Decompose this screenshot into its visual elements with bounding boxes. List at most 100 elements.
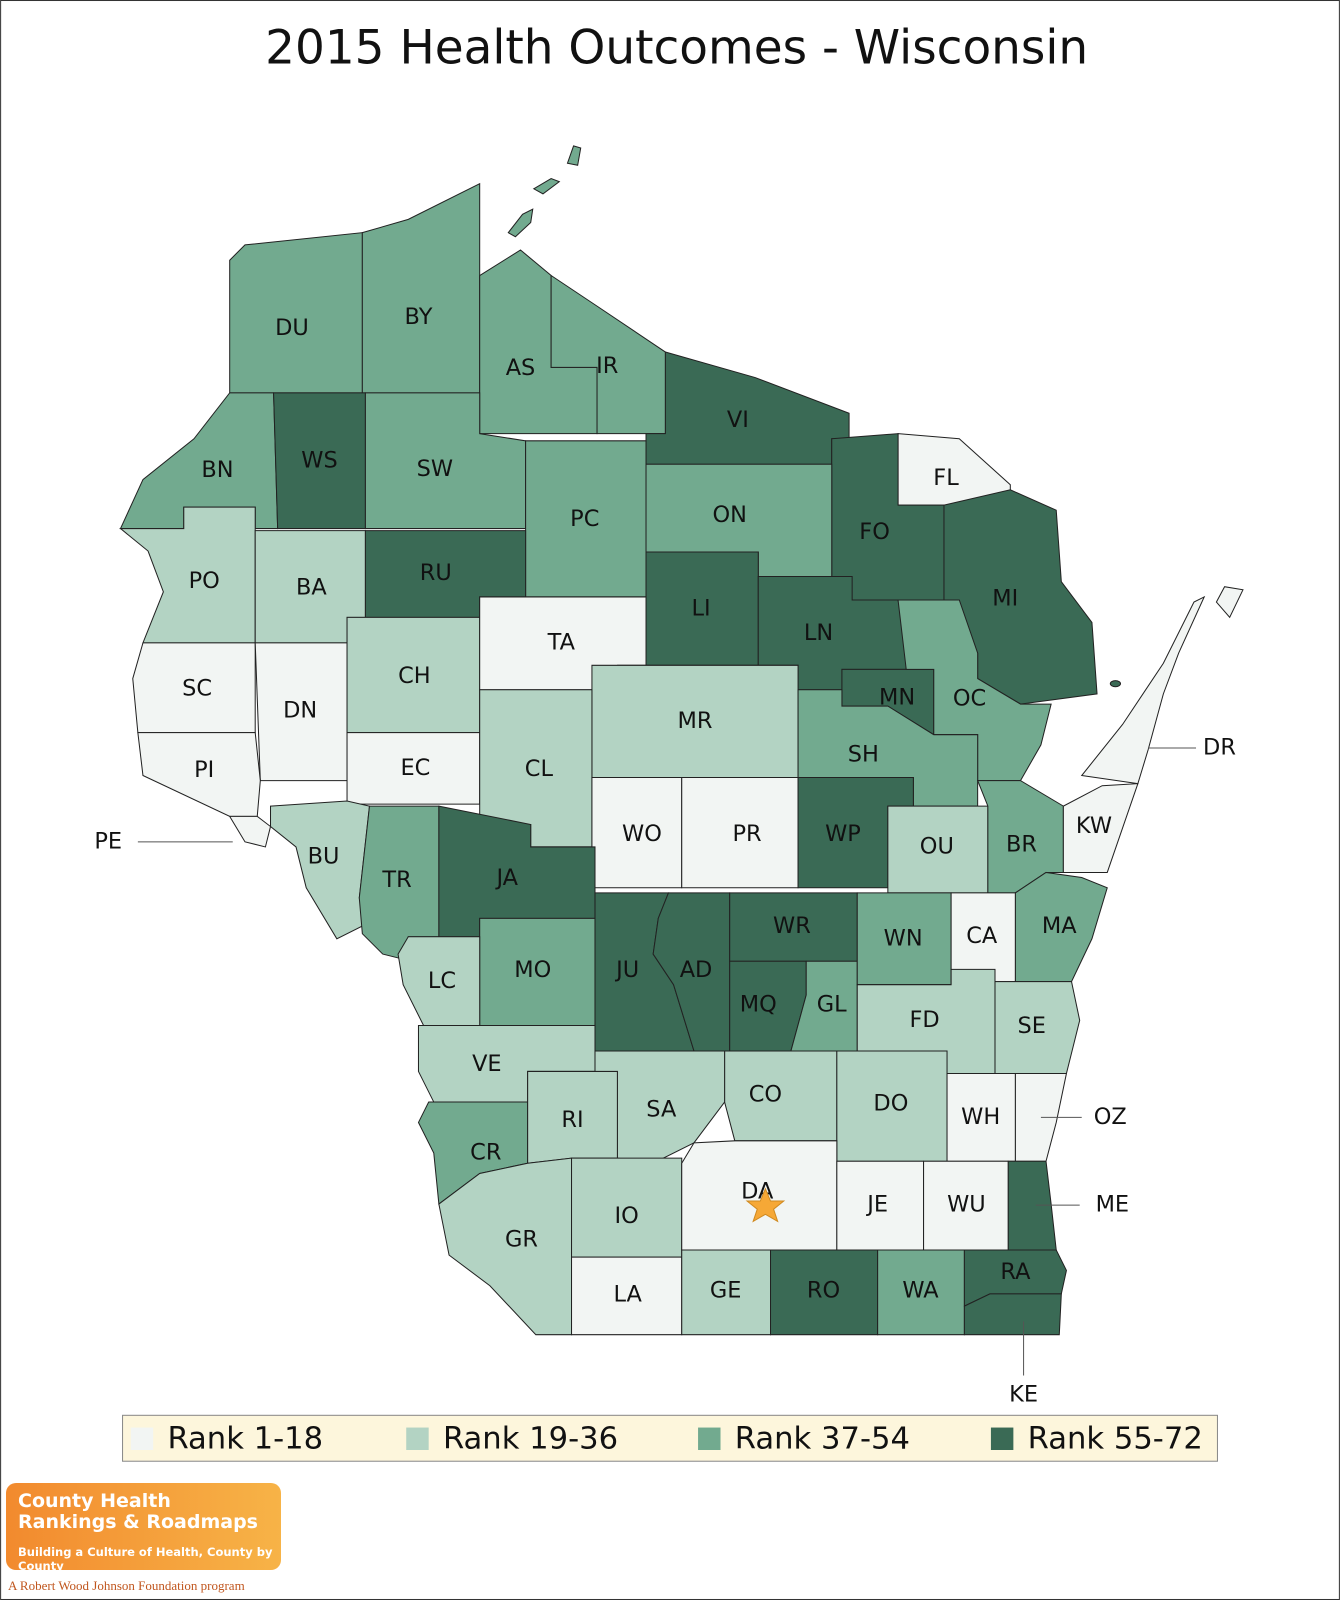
county-label: RU: [420, 560, 452, 586]
county-label: VI: [727, 407, 749, 433]
county-label: WA: [902, 1277, 939, 1303]
logo-line: Rankings & Roadmaps: [18, 1511, 258, 1533]
legend-label: Rank 19-36: [443, 1421, 618, 1456]
county: [897, 599, 1052, 782]
county-label: BA: [296, 574, 327, 600]
county-label: DO: [873, 1091, 908, 1117]
county-label: BN: [201, 457, 233, 483]
county-label: PC: [570, 506, 599, 532]
county-label: SE: [1018, 1013, 1046, 1039]
county-label: SA: [646, 1097, 677, 1123]
counties: [119, 182, 1206, 1336]
island: [1215, 586, 1244, 619]
county-label: RI: [561, 1107, 583, 1133]
legend-swatch: [698, 1427, 721, 1450]
county-label: RA: [1000, 1259, 1031, 1285]
logo-tagline: Building a Culture of Health, County by …: [18, 1545, 273, 1573]
county-label: CO: [749, 1081, 782, 1107]
county-label: AD: [680, 957, 713, 983]
logo-line: County Health: [18, 1490, 171, 1512]
county-label: JU: [614, 957, 639, 983]
legend-label: Rank 1-18: [167, 1421, 323, 1456]
legend-box: [122, 1414, 1218, 1462]
island: [532, 178, 561, 195]
county-label: PO: [189, 568, 220, 594]
county-label: SC: [182, 675, 212, 701]
county-label: FO: [859, 519, 890, 545]
county-label: BU: [308, 844, 340, 870]
county: [963, 1293, 1062, 1336]
county-label: JA: [494, 865, 518, 891]
county-label: WH: [961, 1104, 1000, 1130]
county-labels: DU BY AS IR VI FL FO MI BN WS SW PC ON PO BA RU LI LN SC DN…: [94, 304, 1236, 1408]
legend-swatch: [406, 1427, 429, 1450]
county-label: BR: [1006, 831, 1037, 857]
county-label: ON: [712, 502, 746, 528]
legend-swatch: [990, 1427, 1014, 1450]
legend-label: Rank 37-54: [735, 1421, 910, 1456]
county-label: WR: [773, 913, 811, 939]
logo-badge: County Health Rankings & Roadmaps Buildi…: [6, 1483, 281, 1573]
county-label: CL: [525, 756, 554, 782]
county-label: GL: [817, 992, 847, 1018]
county-label: WO: [622, 821, 662, 847]
county-label: ME: [1096, 1192, 1130, 1218]
county-label: SH: [848, 742, 879, 768]
county-label: EC: [400, 755, 430, 781]
county: [1007, 1160, 1057, 1251]
county-label: MN: [879, 684, 915, 710]
county-label: PI: [194, 757, 214, 783]
county-label: JE: [865, 1192, 888, 1218]
county-label: OU: [920, 833, 954, 859]
county-label: VE: [472, 1051, 502, 1077]
county: [1080, 595, 1206, 785]
island: [566, 145, 582, 166]
county-label: AS: [506, 355, 536, 381]
legend-swatch: [130, 1427, 154, 1450]
county-label: WU: [947, 1192, 986, 1218]
county-label: BY: [405, 304, 433, 330]
county-label: GE: [710, 1277, 742, 1303]
county-label: LN: [804, 620, 833, 646]
county-label: FD: [909, 1007, 939, 1033]
county-label: WN: [884, 925, 923, 951]
county: [270, 800, 371, 940]
county-label: FL: [933, 465, 959, 491]
county: [1062, 783, 1139, 873]
county-label: LA: [613, 1281, 642, 1307]
islands: [507, 145, 1244, 688]
county-label: LI: [692, 596, 711, 622]
county-label: MO: [514, 957, 551, 983]
county-label: MA: [1042, 913, 1077, 939]
county-label: PR: [732, 821, 761, 847]
county-label: KW: [1076, 813, 1112, 839]
logo-title: County Health Rankings & Roadmaps: [18, 1491, 258, 1533]
county-label: WP: [825, 821, 861, 847]
island: [1109, 680, 1122, 688]
county-label: MR: [678, 708, 713, 734]
logo-sponsor: A Robert Wood Johnson Foundation program: [8, 1578, 245, 1593]
county-label: TA: [547, 629, 576, 655]
county-label: MQ: [740, 992, 777, 1018]
legend-label: Rank 55-72: [1028, 1421, 1203, 1456]
county-label: LC: [428, 968, 456, 994]
county-label: GR: [505, 1226, 538, 1252]
county-label: DN: [283, 698, 317, 724]
county-label: RO: [807, 1277, 840, 1303]
county-label: OZ: [1094, 1104, 1127, 1130]
county-label: DR: [1203, 734, 1236, 760]
county-label: CH: [398, 663, 431, 689]
county-label: IR: [596, 353, 618, 379]
county-label: SW: [417, 456, 453, 482]
county-label: MI: [992, 585, 1018, 611]
county-label: CA: [966, 923, 998, 949]
county-label: KE: [1009, 1381, 1038, 1407]
county-label: TR: [381, 867, 411, 893]
county: [229, 232, 363, 394]
county-label: IO: [614, 1203, 638, 1229]
county-label: WS: [301, 448, 337, 474]
county-label: CR: [470, 1140, 501, 1166]
county: [228, 815, 272, 848]
